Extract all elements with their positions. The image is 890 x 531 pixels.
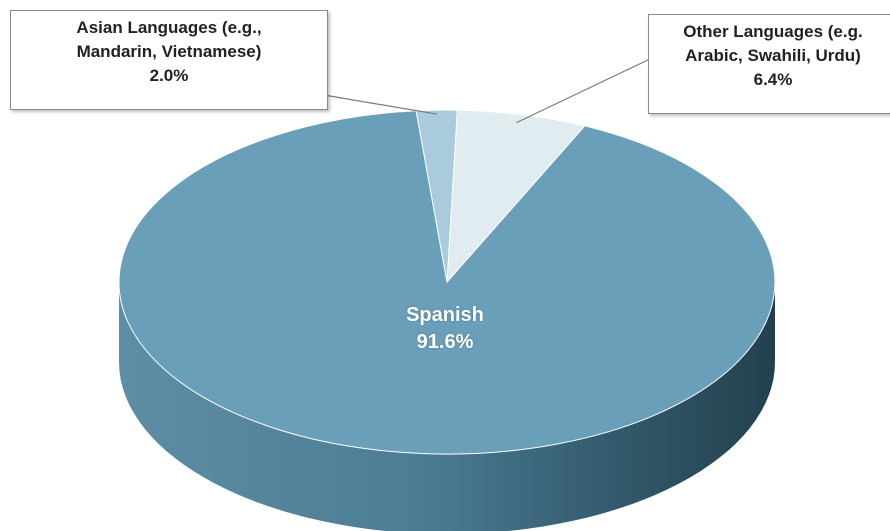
pie-top	[118, 109, 776, 455]
callout-other-line2: Arabic, Swahili, Urdu)	[685, 46, 861, 65]
data-label-spanish-value: 91.6%	[416, 331, 474, 353]
data-label-spanish: Spanish 91.6%	[370, 302, 520, 356]
pie-slice-spanish	[118, 110, 776, 455]
callout-asian-line2: Mandarin, Vietnamese)	[76, 42, 262, 61]
callout-other-value: 6.4%	[753, 70, 793, 89]
pie-slice-other	[446, 109, 586, 284]
pie-side-wall	[119, 282, 775, 531]
callout-asian-value: 2.0%	[149, 66, 189, 85]
callout-asian-line1: Asian Languages (e.g.,	[76, 18, 262, 37]
callout-other-languages: Other Languages (e.g. Arabic, Swahili, U…	[648, 14, 890, 114]
leader-line-asian	[317, 93, 437, 115]
callout-asian-languages: Asian Languages (e.g., Mandarin, Vietnam…	[10, 10, 328, 110]
pie-side	[119, 282, 775, 531]
callout-other-line1: Other Languages (e.g.	[683, 22, 863, 41]
leader-lines	[317, 57, 653, 124]
leader-line-other	[516, 57, 653, 124]
data-label-spanish-name: Spanish	[406, 304, 484, 326]
